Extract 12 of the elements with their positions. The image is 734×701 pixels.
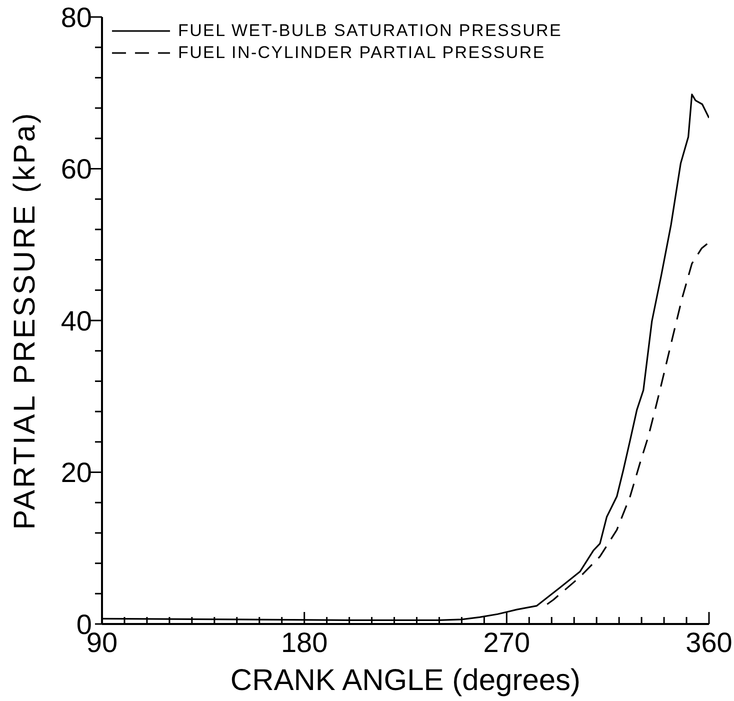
y-tick-label: 20 — [60, 457, 92, 488]
y-tick-label: 40 — [60, 305, 92, 336]
y-axis-title: PARTIAL PRESSURE (kPa) — [8, 111, 42, 530]
legend-label: FUEL IN-CYLINDER PARTIAL PRESSURE — [178, 42, 546, 64]
y-tick-label: 80 — [60, 2, 92, 33]
x-tick-label: 360 — [686, 627, 732, 658]
x-tick-label: 180 — [280, 627, 328, 658]
x-tick-label: 270 — [483, 627, 530, 658]
y-tick-label: 60 — [60, 154, 92, 185]
x-axis-title: CRANK ANGLE (degrees) — [230, 664, 581, 697]
line-series — [546, 242, 709, 606]
legend-label: FUEL WET-BULB SATURATION PRESSURE — [178, 20, 562, 42]
